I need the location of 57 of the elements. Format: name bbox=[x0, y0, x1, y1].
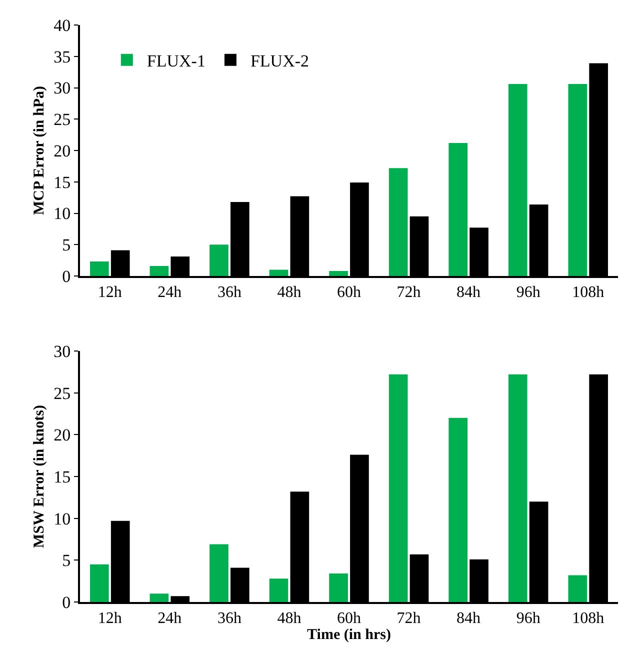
y-tick-label: 40 bbox=[54, 16, 71, 35]
x-tick-label: 12h bbox=[98, 284, 122, 302]
bar bbox=[388, 374, 408, 602]
bar bbox=[269, 578, 288, 602]
bar bbox=[508, 374, 528, 602]
bar bbox=[388, 168, 408, 276]
y-tick-label: 25 bbox=[54, 110, 71, 130]
y-tick-label: 30 bbox=[54, 78, 71, 98]
y-tick-label: 30 bbox=[54, 342, 71, 361]
bar bbox=[329, 270, 348, 276]
x-axis-title: Time (in hrs) bbox=[307, 627, 391, 644]
y-axis-title: MSW Error (in knots) bbox=[31, 405, 48, 548]
bar bbox=[448, 142, 468, 276]
x-tick-label: 72h bbox=[396, 284, 421, 302]
y-tick-label: 20 bbox=[54, 426, 71, 445]
bar bbox=[90, 262, 109, 276]
x-tick-label: 84h bbox=[456, 610, 481, 628]
x-tick-label: 108h bbox=[572, 610, 604, 628]
x-tick-label: 72h bbox=[396, 610, 421, 628]
y-tick-label: 5 bbox=[62, 236, 71, 255]
x-tick-label: 96h bbox=[516, 284, 540, 302]
legend-label: FLUX-1 bbox=[146, 51, 206, 70]
bar bbox=[210, 544, 228, 602]
bar bbox=[269, 270, 288, 276]
y-tick-label: 0 bbox=[62, 266, 71, 286]
bar bbox=[150, 594, 169, 602]
y-tick-label: 15 bbox=[54, 172, 71, 192]
x-tick-label: 48h bbox=[277, 284, 302, 302]
bar bbox=[568, 575, 588, 602]
bar bbox=[568, 84, 588, 276]
y-tick-label: 5 bbox=[62, 551, 71, 570]
x-tick-label: 108h bbox=[572, 284, 604, 302]
y-tick-label: 20 bbox=[54, 141, 71, 160]
bar bbox=[329, 574, 348, 602]
bar bbox=[150, 266, 169, 276]
bar bbox=[210, 244, 228, 276]
x-tick-label: 84h bbox=[456, 284, 481, 302]
x-tick-label: 48h bbox=[277, 610, 302, 628]
x-tick-label: 60h bbox=[337, 284, 361, 302]
x-tick-label: 12h bbox=[98, 610, 122, 628]
x-tick-label: 60h bbox=[337, 610, 361, 628]
x-tick-label: 24h bbox=[158, 610, 182, 628]
y-tick-label: 25 bbox=[54, 384, 71, 403]
x-tick-label: 36h bbox=[217, 284, 242, 302]
y-tick-label: 10 bbox=[54, 509, 71, 528]
x-tick-label: 36h bbox=[217, 610, 242, 628]
y-tick-label: 15 bbox=[54, 467, 71, 486]
bar bbox=[448, 418, 468, 602]
y-tick-label: 0 bbox=[62, 592, 71, 612]
bar bbox=[508, 84, 528, 276]
x-tick-label: 24h bbox=[158, 284, 182, 302]
y-tick-label: 10 bbox=[54, 204, 71, 224]
y-tick-label: 35 bbox=[54, 47, 71, 66]
y-axis-title: MCP Error (in hPa) bbox=[31, 86, 48, 216]
x-tick-label: 96h bbox=[516, 610, 540, 628]
legend-label: FLUX-2 bbox=[250, 51, 310, 70]
bar bbox=[90, 564, 109, 602]
